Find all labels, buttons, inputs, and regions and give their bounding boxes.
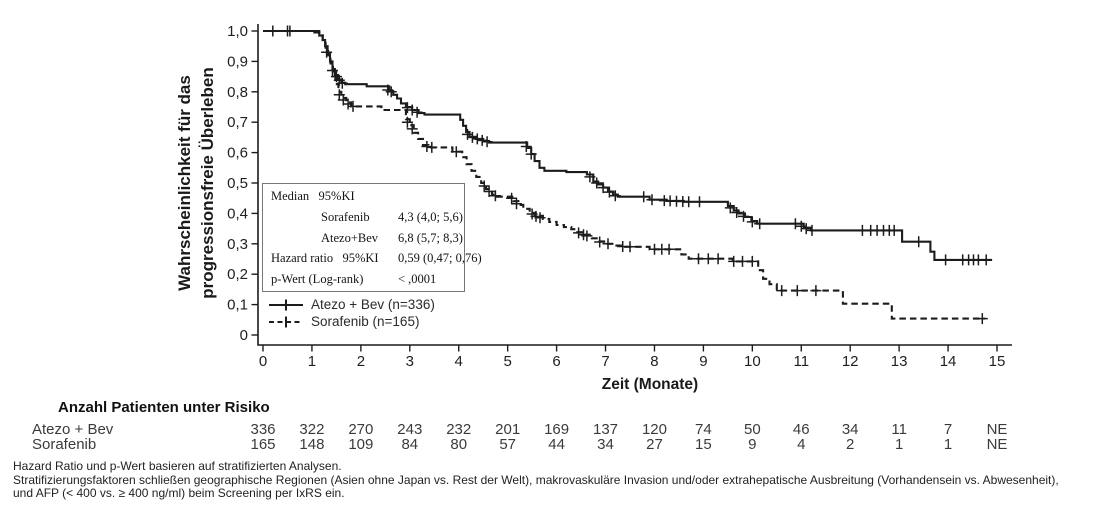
- x-tick-label: 13: [891, 353, 908, 370]
- x-tick-label: 2: [357, 353, 365, 370]
- x-tick-label: 1: [308, 353, 316, 370]
- risk-value: 109: [348, 436, 374, 453]
- risk-value: 15: [695, 436, 712, 453]
- risk-value: 4: [797, 436, 806, 453]
- stats-row-atezo-bev-median: Atezo+Bev 6,8 (5,7; 8,3): [271, 230, 463, 245]
- x-tick-label: 4: [455, 353, 463, 370]
- risk-value: 7: [943, 421, 953, 438]
- legend-label-atezo-bev: Atezo + Bev (n=336): [311, 297, 435, 312]
- x-tick-label: 0: [259, 353, 267, 370]
- risk-value: NE: [986, 436, 1008, 453]
- y-tick-label: 0,9: [227, 53, 248, 70]
- risk-value: 1: [943, 436, 953, 453]
- footnote-line-3: und AFP (< 400 vs. ≥ 400 ng/ml) beim Scr…: [13, 486, 345, 500]
- stats-row-median-header: Median 95%KI: [271, 189, 458, 203]
- risk-value: 34: [597, 436, 614, 453]
- censor-marks-atezo-bev: [267, 25, 992, 266]
- legend-item-atezo-bev: Atezo + Bev (n=336): [267, 296, 435, 313]
- x-tick-label: 6: [552, 353, 560, 370]
- legend-label-sorafenib: Sorafenib (n=165): [311, 314, 420, 329]
- y-tick-label: 0,7: [227, 114, 248, 131]
- y-tick-label: 0,5: [227, 175, 248, 192]
- risk-table-title: Anzahl Patienten unter Risiko: [58, 399, 270, 416]
- risk-value: 44: [548, 436, 565, 453]
- x-tick-label: 10: [744, 353, 761, 370]
- stats-label: Atezo+Bev: [321, 230, 379, 245]
- stats-row-hazard-ratio: Hazard ratio 95%KI 0,59 (0,47; 0,76): [271, 251, 482, 266]
- risk-value: 120: [641, 421, 667, 438]
- x-tick-label: 9: [699, 353, 707, 370]
- stats-label: Sorafenib: [321, 209, 370, 224]
- footnote-line-2: Stratifizierungsfaktoren schließen geogr…: [13, 472, 1059, 487]
- stats-label: Median 95%KI: [271, 189, 355, 203]
- risk-value: 243: [397, 421, 423, 438]
- y-tick-label: 0: [240, 327, 248, 344]
- stats-value: 0,59 (0,47; 0,76): [398, 251, 482, 266]
- footnote-line-1: Hazard Ratio und p-Wert basieren auf str…: [13, 459, 342, 473]
- risk-value: 57: [499, 436, 516, 453]
- x-axis-label: Zeit (Monate): [601, 376, 699, 393]
- risk-value: 27: [646, 436, 663, 453]
- risk-row-label-sorafenib: Sorafenib: [32, 436, 97, 453]
- x-tick-label: 11: [793, 353, 809, 370]
- x-tick-label: 7: [601, 353, 609, 370]
- risk-value: 165: [250, 436, 276, 453]
- y-axis-label-line2: progressionsfreie Überleben: [198, 67, 217, 299]
- risk-value: 46: [792, 421, 810, 438]
- risk-value: 74: [695, 421, 712, 438]
- stats-box: Median 95%KI Sorafenib 4,3 (4,0; 5,6) At…: [262, 183, 482, 292]
- risk-value: 148: [299, 436, 325, 453]
- risk-row-label-atezo-bev: Atezo + Bev: [32, 421, 114, 438]
- stats-label: Hazard ratio 95%KI: [271, 251, 379, 266]
- sorafenib-dashed-marker-icon: [269, 316, 303, 328]
- legend-item-sorafenib: Sorafenib (n=165): [267, 313, 435, 330]
- x-tick-label: 12: [842, 353, 859, 370]
- risk-value: 11: [891, 421, 907, 438]
- risk-value: 232: [446, 421, 472, 438]
- risk-value: 80: [450, 436, 468, 453]
- y-axis-label: Wahrscheinlichkeit für das progressionsf…: [173, 67, 219, 298]
- stats-value: 4,3 (4,0; 5,6): [398, 209, 463, 224]
- x-tick-label: 15: [989, 353, 1006, 370]
- risk-value: 2: [846, 436, 855, 453]
- x-tick-label: 8: [650, 353, 658, 370]
- risk-value: 50: [743, 421, 761, 438]
- risk-value: 84: [401, 436, 419, 453]
- risk-value: 1: [894, 436, 904, 453]
- stats-row-p-value: p-Wert (Log-rank) < ,0001: [271, 272, 458, 286]
- risk-value: 9: [748, 436, 757, 453]
- risk-value: 336: [250, 421, 276, 438]
- risk-value: 137: [593, 421, 619, 438]
- y-tick-label: 0,8: [227, 84, 248, 101]
- atezo-bev-solid-marker-icon: [269, 299, 303, 311]
- risk-value: 322: [299, 421, 325, 438]
- censor-marks-sorafenib: [284, 25, 988, 325]
- y-tick-label: 0,3: [227, 236, 248, 253]
- stats-label: p-Wert (Log-rank): [271, 272, 364, 286]
- risk-value: 34: [841, 421, 859, 438]
- axes-lines: [257, 24, 1012, 346]
- y-tick-label: 0,1: [227, 297, 248, 314]
- stats-value: < ,0001: [398, 272, 437, 286]
- risk-value: 201: [495, 421, 521, 438]
- curve-legend: Atezo + Bev (n=336) Sorafenib (n=165): [267, 296, 435, 330]
- stats-row-sorafenib-median: Sorafenib 4,3 (4,0; 5,6): [271, 209, 463, 224]
- x-tick-label: 5: [503, 353, 511, 370]
- stats-value: 6,8 (5,7; 8,3): [398, 230, 463, 245]
- y-tick-label: 1,0: [227, 23, 248, 40]
- risk-value: 169: [544, 421, 570, 438]
- x-tick-label: 14: [940, 353, 957, 370]
- y-tick-label: 0,6: [227, 145, 248, 162]
- survival-curve-sorafenib: [263, 29, 985, 320]
- x-tick-label: 3: [406, 353, 414, 370]
- risk-value: NE: [986, 421, 1008, 438]
- y-tick-label: 0,2: [227, 266, 248, 283]
- risk-value: 270: [348, 421, 374, 438]
- y-axis-label-line1: Wahrscheinlichkeit für das: [175, 75, 194, 291]
- y-tick-label: 0,4: [227, 205, 248, 222]
- footnotes: Hazard Ratio und p-Wert basieren auf str…: [13, 459, 1059, 501]
